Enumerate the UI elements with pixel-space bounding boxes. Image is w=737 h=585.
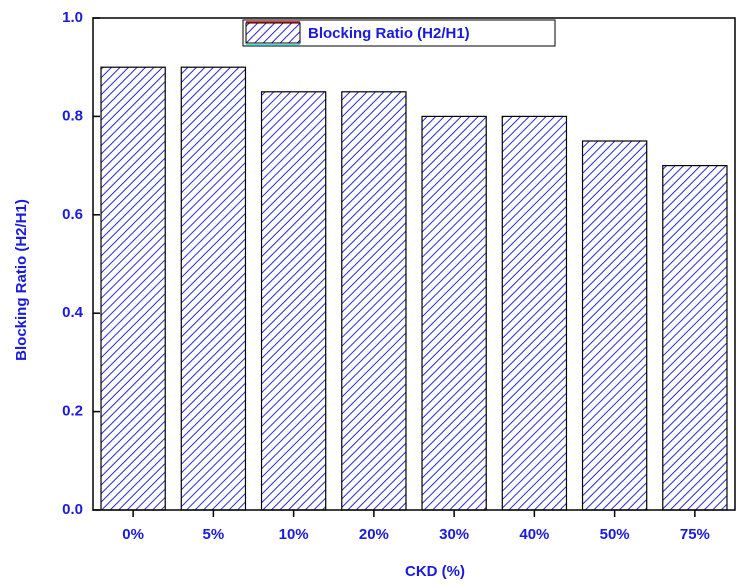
bar — [501, 115, 568, 511]
bar — [341, 91, 407, 511]
bar — [421, 115, 487, 511]
legend-swatch — [245, 22, 301, 44]
x-tick-label: 5% — [203, 526, 225, 543]
y-tick-label: 1.0 — [62, 9, 83, 26]
y-tick-label: 0.4 — [62, 304, 84, 321]
x-tick-label: 30% — [439, 526, 469, 543]
bar — [180, 66, 247, 511]
bar — [581, 140, 648, 511]
y-tick-label: 0.2 — [62, 403, 83, 420]
y-tick-label: 0.0 — [62, 501, 83, 518]
x-tick-label: 0% — [122, 526, 144, 543]
legend-label: Blocking Ratio (H2/H1) — [308, 25, 470, 42]
plot-frame — [92, 17, 736, 511]
bar — [100, 66, 166, 511]
y-tick-label: 0.8 — [62, 107, 83, 124]
x-tick-label: 75% — [680, 526, 710, 543]
y-tick-label: 0.6 — [62, 206, 83, 223]
y-axis-title: Blocking Ratio (H2/H1) — [13, 199, 30, 361]
x-axis-title: CKD (%) — [405, 563, 465, 580]
bar — [662, 165, 728, 511]
x-tick-label: 40% — [519, 526, 549, 543]
bar — [260, 91, 327, 511]
x-tick-label: 10% — [279, 526, 309, 543]
x-tick-label: 50% — [600, 526, 630, 543]
x-tick-label: 20% — [359, 526, 389, 543]
